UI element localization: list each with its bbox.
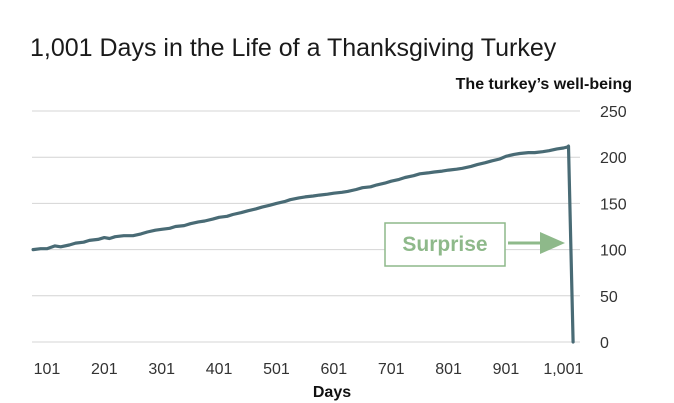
y-tick-label: 150: [600, 196, 627, 213]
y-tick-label: 200: [600, 150, 627, 167]
annotation-arrow-head: [540, 232, 565, 254]
y-tick-label: 100: [600, 243, 627, 260]
series-layer: [31, 144, 575, 344]
x-tick-label: 1,001: [543, 361, 583, 378]
x-tick-label: 701: [378, 361, 405, 378]
chart-title: 1,001 Days in the Life of a Thanksgiving…: [30, 34, 557, 62]
y-axis-label: The turkey’s well-being: [456, 76, 632, 93]
annotation-box: [384, 222, 506, 267]
x-tick-label: 601: [320, 361, 347, 378]
gridlines: [32, 110, 580, 343]
x-tick-label: 801: [435, 361, 462, 378]
series-line: [31, 144, 575, 344]
x-tick-label: 301: [148, 361, 175, 378]
y-tick-label: 0: [600, 335, 609, 352]
surprise-annotation: Surprise: [384, 222, 565, 267]
x-tick-label: 501: [263, 361, 290, 378]
y-tick-labels: 0 50 100 150 200 250: [600, 104, 627, 352]
y-tick-label: 50: [600, 289, 618, 306]
annotation-text: Surprise: [402, 233, 487, 256]
x-tick-labels: 101 201 301 401 501 601 701 801 901 1,001: [34, 361, 584, 378]
x-tick-label: 201: [91, 361, 118, 378]
x-tick-label: 901: [493, 361, 520, 378]
x-tick-label: 101: [34, 361, 61, 378]
x-axis-label: Days: [313, 384, 351, 401]
y-tick-label: 250: [600, 104, 627, 121]
x-tick-label: 401: [206, 361, 233, 378]
